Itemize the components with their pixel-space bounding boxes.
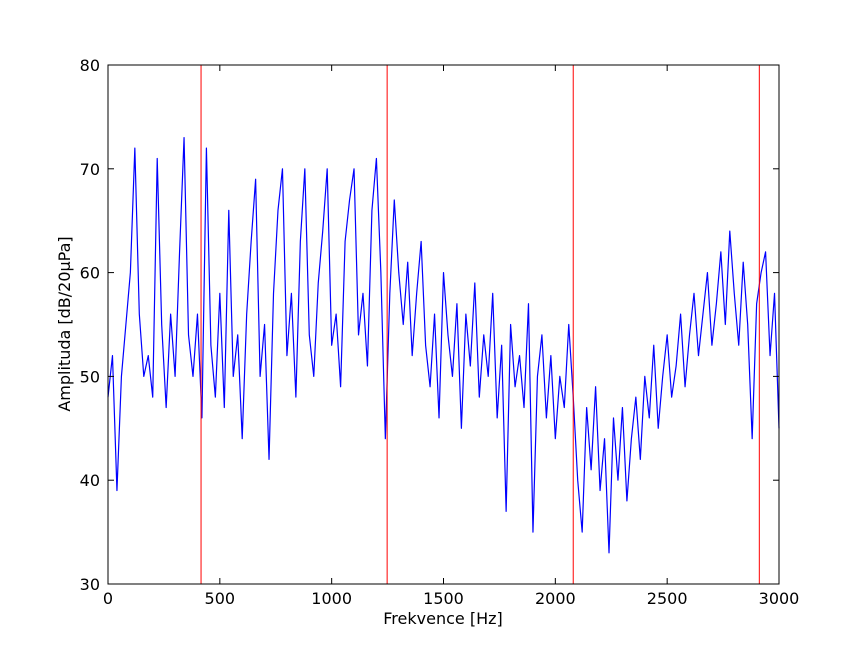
y-tick-label: 40 — [80, 471, 100, 490]
data-line — [107, 137, 780, 554]
y-axis-label: Amplituda [dB/20μPa] — [55, 236, 74, 411]
x-tick-label: 3000 — [759, 589, 800, 608]
x-tick-label: 1500 — [423, 589, 464, 608]
x-tick-label: 0 — [103, 589, 113, 608]
y-tick-label: 50 — [80, 367, 100, 386]
x-tick-label: 1000 — [311, 589, 352, 608]
x-tick-label: 2000 — [535, 589, 576, 608]
y-tick-label: 60 — [80, 264, 100, 283]
x-axis-label: Frekvence [Hz] — [383, 609, 502, 628]
x-tick-label: 500 — [205, 589, 236, 608]
y-tick-label: 30 — [80, 575, 100, 594]
x-tick-label: 2500 — [647, 589, 688, 608]
y-tick-label: 70 — [80, 160, 100, 179]
y-tick-label: 80 — [80, 56, 100, 75]
